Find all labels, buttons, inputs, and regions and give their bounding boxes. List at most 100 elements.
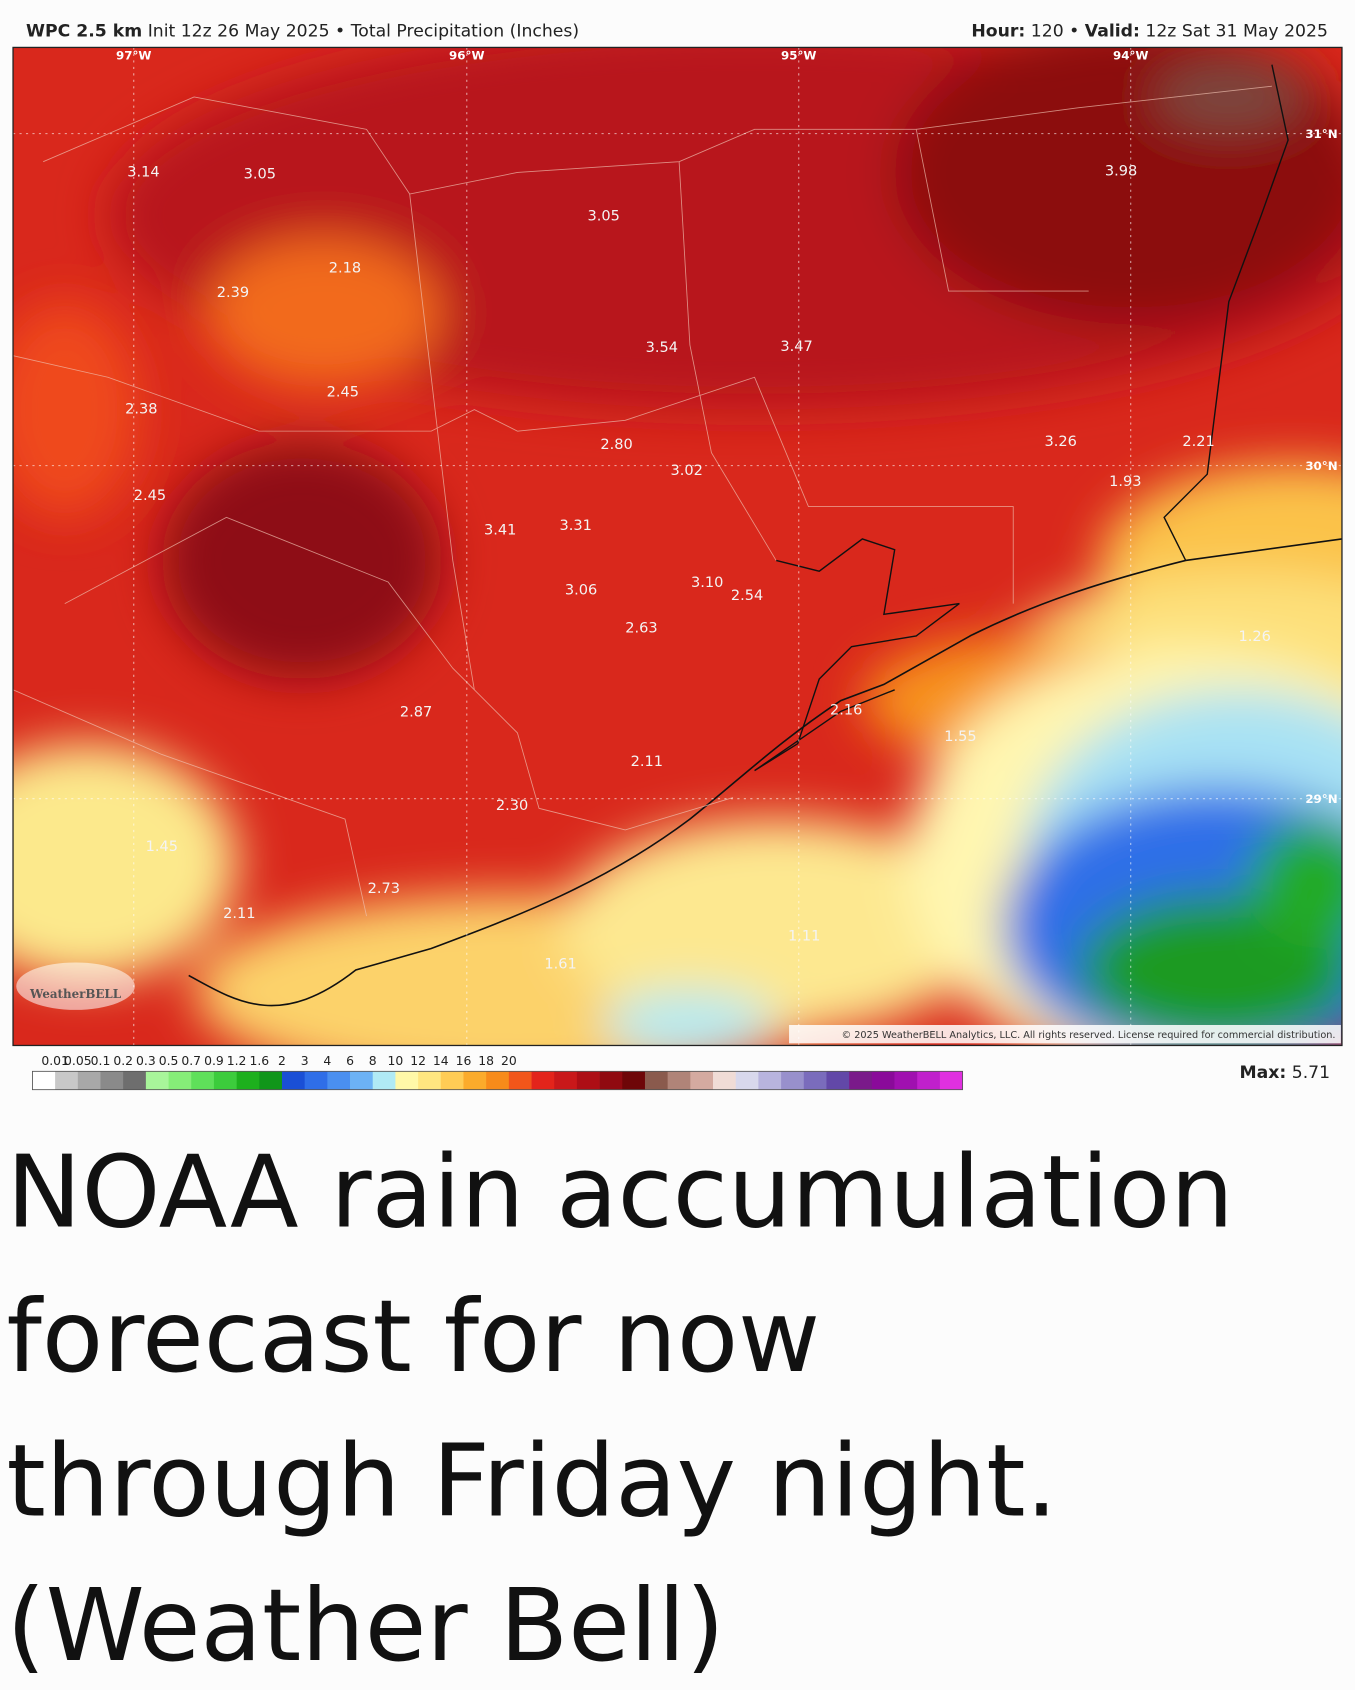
colorbar-swatch (418, 1071, 442, 1090)
colorbar-tick-label: 14 (433, 1053, 449, 1068)
colorbar-tick-label: 0.9 (204, 1053, 224, 1068)
colorbar-swatch (758, 1071, 782, 1090)
value-label: 2.16 (830, 701, 862, 718)
colorbar-swatch (281, 1071, 305, 1090)
colorbar-tick-label: 3 (301, 1053, 309, 1068)
bay-outline (754, 538, 960, 772)
latitude-label: 29°N (1305, 792, 1337, 806)
header: WPC 2.5 km Init 12z 26 May 2025 • Total … (26, 22, 1328, 42)
value-label: 3.26 (1044, 433, 1076, 450)
colorbar-tick-label: 16 (456, 1053, 472, 1068)
colorbar-swatch (644, 1071, 668, 1090)
colorbar-swatch (327, 1071, 351, 1090)
colorbar-tick-label: 0.2 (113, 1053, 133, 1068)
colorbar-swatch (100, 1071, 124, 1090)
max-label: Max: (1239, 1063, 1286, 1083)
colorbar-tick-label: 0.05 (64, 1053, 92, 1068)
value-label: 3.41 (484, 521, 516, 538)
colorbar-swatch (917, 1071, 941, 1090)
colorbar-swatch (939, 1071, 963, 1090)
colorbar-tick-label: 0.01 (41, 1053, 69, 1068)
value-label: 2.21 (1182, 433, 1214, 450)
colorbar-tick-label: 4 (323, 1053, 331, 1068)
value-label: 1.55 (944, 728, 976, 745)
colorbar-swatch (304, 1071, 328, 1090)
value-label: 2.30 (496, 797, 528, 814)
colorbar-tick-label: 8 (369, 1053, 377, 1068)
colorbar-tick-label: 0.3 (136, 1053, 156, 1068)
value-label: 1.45 (146, 838, 178, 855)
colorbar-swatch (735, 1071, 759, 1090)
colorbar: 0.010.05 0.1 0.2 0.3 0.5 0.7 0.9 1.2 1.6 2 3 4 6 8 10 1… (32, 1053, 964, 1091)
valid: 12z Sat 31 May 2025 (1145, 22, 1328, 42)
value-label: 3.05 (587, 208, 619, 225)
max-text: Max: 5.71 (1239, 1063, 1330, 1083)
colorbar-swatch (531, 1071, 555, 1090)
max-value: 5.71 (1292, 1063, 1330, 1083)
colorbar-swatch (576, 1071, 600, 1090)
colorbar-swatch (463, 1071, 487, 1090)
value-label: 2.39 (217, 284, 249, 301)
value-label: 3.02 (670, 462, 702, 479)
colorbar-tick-label: 0.5 (159, 1053, 179, 1068)
value-label: 1.93 (1109, 473, 1141, 490)
colorbar-swatch (32, 1071, 56, 1090)
caption-line: through Friday night. (7, 1422, 1058, 1539)
colorbar-swatch (713, 1071, 737, 1090)
value-label: 3.05 (244, 166, 276, 183)
colorbar-tick-label: 6 (346, 1053, 354, 1068)
value-label: 3.31 (559, 517, 591, 534)
colorbar-swatch (554, 1071, 578, 1090)
colorbar-swatch (168, 1071, 192, 1090)
colorbar-swatch (191, 1071, 215, 1090)
value-label: 3.47 (780, 338, 812, 355)
logo: WeatherBELL (16, 962, 135, 1010)
colorbar-swatch (486, 1071, 510, 1090)
value-label: 2.80 (600, 436, 632, 453)
value-label: 2.18 (329, 259, 361, 276)
colorbar-frame (32, 1070, 964, 1091)
colorbar-swatch (690, 1071, 714, 1090)
colorbar-tick-label: 0.7 (181, 1053, 201, 1068)
map-frame (12, 46, 1343, 1047)
longitude-label: 95°W (781, 48, 816, 62)
value-label: 2.73 (368, 880, 400, 897)
precip-field (13, 47, 1342, 1046)
colorbar-tick-label: 0.1 (91, 1053, 111, 1068)
colorbar-tick-label: 20 (501, 1053, 517, 1068)
caption-line: NOAA rain accumulation (7, 1134, 1234, 1251)
value-label: 3.10 (691, 574, 723, 591)
value-label: 2.11 (223, 905, 255, 922)
state-border (1163, 64, 1289, 561)
value-label: 2.45 (327, 383, 359, 400)
colorbar-swatch (259, 1071, 283, 1090)
header-left: WPC 2.5 km Init 12z 26 May 2025 • Total … (26, 22, 579, 42)
value-label: 2.63 (625, 619, 657, 636)
graticule (13, 47, 1342, 1046)
value-label: 2.87 (400, 703, 432, 720)
copyright: © 2025 WeatherBELL Analytics, LLC. All r… (841, 1030, 1335, 1041)
colorbar-swatch (440, 1071, 464, 1090)
colorbar-swatch (123, 1071, 147, 1090)
colorbar-swatch (667, 1071, 691, 1090)
colorbar-swatch (803, 1071, 827, 1090)
colorbar-swatch (622, 1071, 646, 1090)
value-label: 2.38 (125, 401, 157, 418)
value-label: 3.98 (1105, 162, 1137, 179)
caption: NOAA rain accumulation forecast for now th… (7, 1134, 1234, 1684)
colorbar-tick-label: 12 (410, 1053, 426, 1068)
colorbar-swatch (826, 1071, 850, 1090)
colorbar-tick-label: 10 (388, 1053, 404, 1068)
colorbar-swatch (871, 1071, 895, 1090)
colorbar-swatch (372, 1071, 396, 1090)
model: WPC 2.5 km (26, 22, 142, 42)
colorbar-swatch (77, 1071, 101, 1090)
latitude-label: 31°N (1305, 127, 1337, 141)
header-right: Hour: 120 • Valid: 12z Sat 31 May 2025 (971, 22, 1328, 42)
logo-text: WeatherBELL (29, 987, 122, 1001)
valid-label: Valid: (1085, 22, 1140, 42)
value-label: 2.54 (731, 587, 763, 604)
hour: 120 (1031, 22, 1064, 42)
field: Total Precipitation (Inches) (350, 22, 579, 42)
colorbar-swatch (395, 1071, 419, 1090)
